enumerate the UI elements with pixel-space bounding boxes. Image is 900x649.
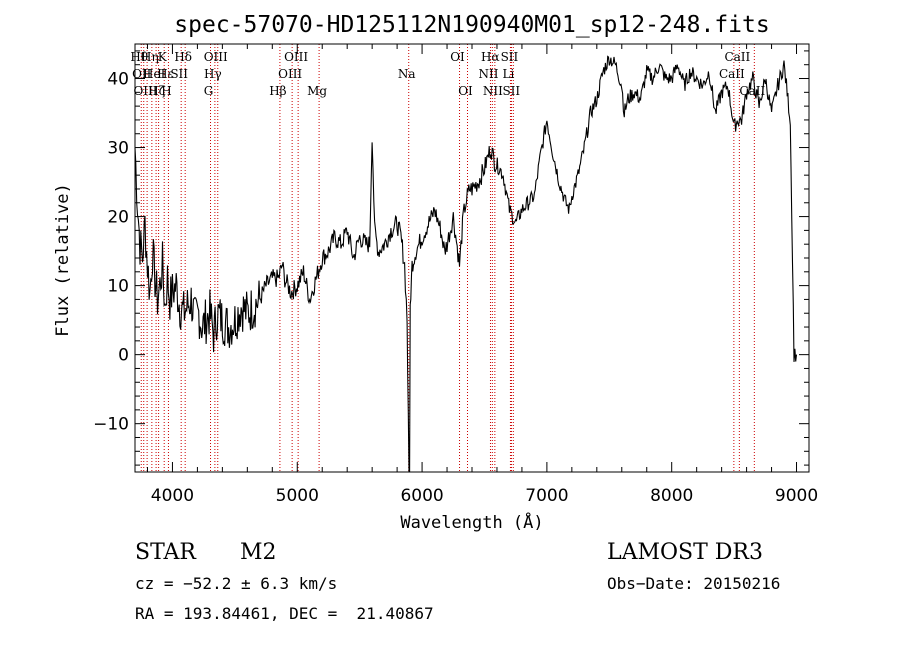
spectral-line-label: OII: [132, 67, 152, 81]
spectral-line-label: Mg: [307, 84, 327, 98]
spectral-line-label: OIII: [133, 84, 157, 98]
coordinates: RA = 193.84461, DEC = 21.40867: [135, 604, 434, 623]
y-axis-ticks: −10 0 10 20 30 40: [93, 50, 809, 466]
spectral-line-label: OIII: [204, 50, 228, 64]
observation-date: Obs−Date: 20150216: [607, 574, 781, 593]
spectral-line-label: CaII: [739, 84, 765, 98]
spectral-line-label: NII: [478, 67, 498, 81]
spectral-line-label: OIII: [284, 50, 308, 64]
spectral-line-label: Na: [398, 67, 416, 81]
x-tick-label: 5000: [276, 486, 319, 506]
survey-name: LAMOST DR3: [607, 540, 763, 565]
x-tick-label: 7000: [525, 486, 568, 506]
x-axis-ticks: 4000 5000 6000 7000 8000 9000: [146, 44, 818, 506]
y-tick-label: 30: [107, 139, 129, 159]
spectral-line-label: Hη: [141, 50, 159, 64]
spectral-line-label: CaII: [724, 50, 750, 64]
x-tick-label: 4000: [151, 486, 194, 506]
y-tick-label: 20: [107, 208, 129, 228]
y-tick-label: −10: [93, 415, 129, 435]
spectral-line-markers: [140, 44, 755, 472]
spectral-line-label: NII: [483, 84, 503, 98]
spectral-line-labels: HθOIIOIIIHηHeIHζKHHεSIIHδGHγOIIIHβOIIIOI…: [130, 50, 765, 98]
redshift-velocity: cz = −52.2 ± 6.3 km/s: [135, 574, 338, 593]
spectral-line-label: Hγ: [204, 67, 222, 81]
spectral-line-label: CaII: [719, 67, 745, 81]
spectral-line-label: OIII: [278, 67, 302, 81]
object-subclass: M2: [240, 540, 277, 565]
x-tick-label: 8000: [650, 486, 693, 506]
y-axis-label: Flux (relative): [53, 183, 73, 337]
x-axis-label: Wavelength (Å): [400, 511, 543, 533]
spectral-line-label: Li: [503, 67, 515, 81]
y-tick-label: 10: [107, 277, 129, 297]
y-tick-label: 0: [118, 346, 129, 366]
y-tick-label: 40: [107, 70, 129, 90]
x-tick-label: 9000: [775, 486, 818, 506]
plot-frame: [134, 43, 810, 473]
x-tick-label: 6000: [400, 486, 443, 506]
object-class: STAR: [135, 540, 196, 565]
spectral-line-label: SII: [502, 84, 520, 98]
spectral-line-label: Hζ: [148, 84, 165, 98]
spectral-line-label: Hα: [481, 50, 500, 64]
spectrum-line: [134, 55, 798, 473]
spectral-line-label: Hβ: [269, 84, 286, 98]
spectral-line-label: G: [204, 84, 214, 98]
spectral-line-label: H: [161, 84, 171, 98]
spectral-line-label: SII: [501, 50, 519, 64]
chart-title: spec-57070-HD125112N190940M01_sp12-248.f…: [174, 12, 769, 38]
spectral-line-label: Hδ: [174, 50, 192, 64]
spectral-line-label: SII: [170, 67, 188, 81]
spectral-line-label: Hε: [157, 67, 174, 81]
spectral-line-label: HeI: [143, 67, 166, 81]
spectral-line-label: OI: [458, 84, 473, 98]
spectral-line-label: K: [158, 50, 168, 64]
spectral-line-label: OI: [450, 50, 465, 64]
